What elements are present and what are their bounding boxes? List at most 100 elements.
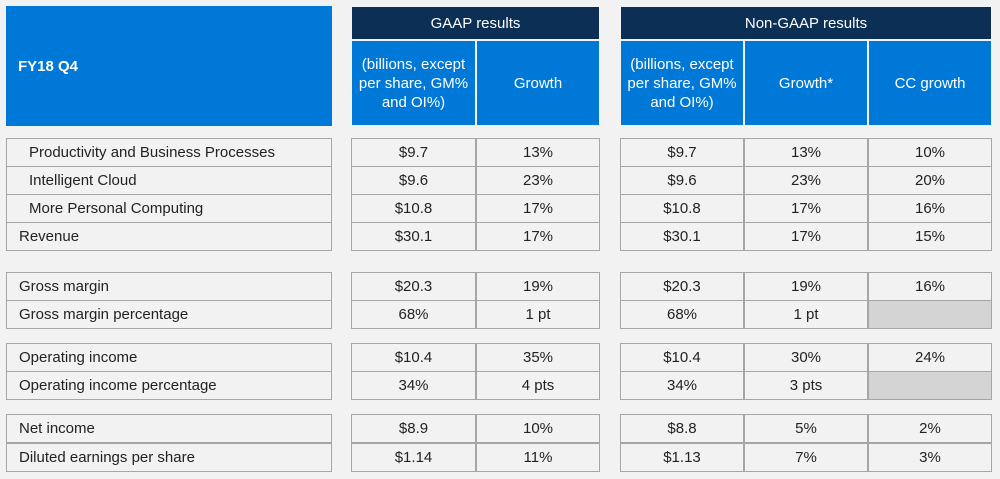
gaap-title: GAAP results — [430, 14, 521, 32]
value-text: $8.8 — [667, 420, 697, 437]
cell-label: Operating income percentage — [6, 371, 332, 400]
value-text: 17% — [790, 200, 822, 217]
nongaap-growth-label: Growth* — [778, 74, 834, 92]
value-text: $30.1 — [394, 228, 433, 245]
value-text: 4 pts — [521, 377, 555, 394]
gaap-growth-label: Growth — [513, 74, 563, 92]
cell-cc-growth: 10% — [868, 138, 992, 167]
value-text: 17% — [790, 228, 822, 245]
row-label: Operating income percentage — [19, 377, 217, 394]
value-text: 23% — [790, 172, 822, 189]
cell-cc-growth — [868, 371, 992, 400]
value-text: 34% — [666, 377, 698, 394]
cell-ng-growth: 30% — [744, 343, 868, 372]
value-text: $9.6 — [398, 172, 429, 189]
period-label: FY18 Q4 — [18, 57, 79, 75]
row-label: Gross margin percentage — [19, 306, 189, 323]
cell-ng-value: $9.6 — [620, 166, 744, 195]
value-text: $20.3 — [663, 278, 701, 295]
row-label: Diluted earnings per share — [19, 449, 195, 466]
cell-ng-value: $20.3 — [620, 272, 744, 301]
value-text: $20.3 — [394, 278, 433, 295]
cell-gaap-growth: 10% — [476, 414, 600, 443]
value-text: $9.7 — [398, 144, 429, 161]
value-text: $10.4 — [663, 349, 701, 366]
cell-ng-growth: 19% — [744, 272, 868, 301]
cell-cc-growth: 15% — [868, 222, 992, 251]
value-text: 5% — [795, 420, 817, 437]
cell-ng-growth: 23% — [744, 166, 868, 195]
cell-ng-growth: 7% — [744, 443, 868, 472]
cell-ng-value: 68% — [620, 300, 744, 329]
value-text: 17% — [522, 228, 554, 245]
value-text: 23% — [522, 172, 554, 189]
value-text: 30% — [790, 349, 822, 366]
cell-cc-growth: 16% — [868, 194, 992, 223]
cell-gaap-growth: 1 pt — [476, 300, 600, 329]
cell-cc-growth: 16% — [868, 272, 992, 301]
value-text: $1.14 — [394, 449, 433, 466]
cell-gaap-growth: 4 pts — [476, 371, 600, 400]
value-text: 68% — [398, 306, 429, 323]
row-label: Revenue — [19, 228, 80, 245]
period-header-cell: FY18 Q4 — [6, 6, 332, 126]
row-label: Gross margin — [19, 278, 110, 295]
cell-gaap-value: $10.4 — [351, 343, 476, 372]
cell-gaap-value: 34% — [351, 371, 476, 400]
cell-cc-growth: 2% — [868, 414, 992, 443]
value-text: $10.4 — [394, 349, 433, 366]
cell-gaap-growth: 13% — [476, 138, 600, 167]
value-text: 10% — [522, 420, 554, 437]
value-text: 15% — [914, 228, 946, 245]
cell-cc-growth: 3% — [868, 443, 992, 472]
cell-ng-growth: 5% — [744, 414, 868, 443]
cell-ng-value: 34% — [620, 371, 744, 400]
row-label: Net income — [19, 420, 95, 437]
value-text: 3% — [919, 449, 941, 466]
value-text: 10% — [914, 144, 946, 161]
cell-label: Productivity and Business Processes — [6, 138, 332, 167]
value-text: 1 pt — [525, 306, 551, 323]
cell-gaap-value: $10.8 — [351, 194, 476, 223]
cell-ng-growth: 3 pts — [744, 371, 868, 400]
nongaap-growth-cell: Growth* — [744, 40, 868, 126]
row-label: Intelligent Cloud — [29, 172, 137, 189]
cell-gaap-growth: 19% — [476, 272, 600, 301]
gaap-units-label: (billions, except per share, GM% and OI%… — [358, 55, 469, 111]
cell-ng-value: $1.13 — [620, 443, 744, 472]
cell-label: Net income — [6, 414, 332, 443]
value-text: 17% — [522, 200, 554, 217]
value-text: 24% — [914, 349, 946, 366]
cell-cc-growth: 24% — [868, 343, 992, 372]
cell-label: Diluted earnings per share — [6, 443, 332, 472]
cell-gaap-growth: 17% — [476, 194, 600, 223]
value-text: 19% — [522, 278, 554, 295]
cell-ng-growth: 1 pt — [744, 300, 868, 329]
value-text: 13% — [522, 144, 554, 161]
cell-cc-growth — [868, 300, 992, 329]
cell-ng-value: $30.1 — [620, 222, 744, 251]
cell-cc-growth: 20% — [868, 166, 992, 195]
row-label: More Personal Computing — [29, 200, 204, 217]
value-text: 19% — [790, 278, 822, 295]
cell-label: Intelligent Cloud — [6, 166, 332, 195]
cell-gaap-growth: 23% — [476, 166, 600, 195]
cell-gaap-value: $9.6 — [351, 166, 476, 195]
value-text: $10.8 — [394, 200, 433, 217]
value-text: $8.9 — [398, 420, 429, 437]
cell-ng-value: $10.8 — [620, 194, 744, 223]
cell-gaap-growth: 17% — [476, 222, 600, 251]
row-label: Operating income — [19, 349, 138, 366]
value-text: $30.1 — [663, 228, 701, 245]
nongaap-title-cell: Non-GAAP results — [620, 6, 992, 40]
row-label: Productivity and Business Processes — [29, 144, 275, 161]
value-text: $9.6 — [667, 172, 697, 189]
cell-gaap-value: $20.3 — [351, 272, 476, 301]
value-text: 3 pts — [789, 377, 823, 394]
value-text: 11% — [523, 449, 553, 466]
gaap-units-cell: (billions, except per share, GM% and OI%… — [351, 40, 476, 126]
gaap-growth-cell: Growth — [476, 40, 600, 126]
value-text: 16% — [914, 278, 946, 295]
cell-label: Gross margin percentage — [6, 300, 332, 329]
value-text: 34% — [398, 377, 429, 394]
